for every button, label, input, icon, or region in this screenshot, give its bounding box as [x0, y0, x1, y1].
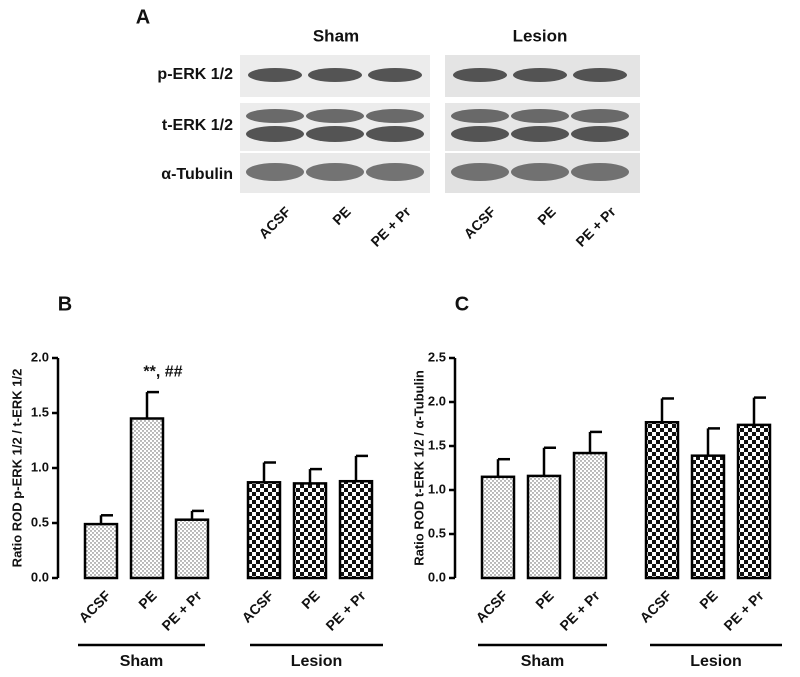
- row-label: p-ERK 1/2: [157, 66, 233, 83]
- blot-band: [451, 126, 509, 142]
- y-tick-label: 1.5: [428, 437, 446, 452]
- x-tick-label: PE: [696, 587, 721, 612]
- group-label: Sham: [120, 653, 164, 670]
- y-axis-label: Ratio ROD t-ERK 1/2 / α-Tubulin: [411, 370, 426, 566]
- y-tick-label: 1.0: [428, 481, 446, 496]
- group-label: Lesion: [690, 653, 742, 670]
- blot-band: [306, 163, 364, 181]
- y-tick-label: 1.5: [31, 404, 49, 419]
- bar: [83, 522, 119, 580]
- lane-label: ACSF: [460, 203, 499, 242]
- bar: [129, 417, 165, 580]
- bar: [174, 518, 210, 580]
- blot-band: [306, 126, 364, 142]
- lane-label: PE: [329, 203, 354, 228]
- bar: [644, 420, 680, 580]
- y-tick-label: 0.5: [31, 514, 49, 529]
- blot-band: [248, 68, 302, 82]
- x-tick-label: PE + Pr: [720, 587, 767, 634]
- blot-band: [571, 126, 629, 142]
- y-tick-label: 1.0: [31, 459, 49, 474]
- blot-band: [511, 163, 569, 181]
- group-label: Sham: [521, 653, 565, 670]
- x-tick-label: ACSF: [472, 587, 511, 626]
- blot-band: [451, 109, 509, 123]
- blot-band: [513, 68, 567, 82]
- group-label: Sham: [313, 26, 359, 45]
- blot-band: [571, 163, 629, 181]
- x-tick-label: ACSF: [75, 587, 114, 626]
- blot-band: [453, 68, 507, 82]
- bar: [338, 479, 374, 580]
- y-tick-label: 0.0: [31, 569, 49, 584]
- blot-band: [511, 126, 569, 142]
- bar: [292, 482, 328, 580]
- blot-band: [571, 109, 629, 123]
- x-tick-label: PE + Pr: [322, 587, 369, 634]
- panel-label: A: [136, 6, 150, 28]
- panel-label: B: [58, 293, 72, 315]
- blot-band: [511, 109, 569, 123]
- blot-band: [366, 163, 424, 181]
- y-tick-label: 2.0: [31, 349, 49, 364]
- blot-band: [366, 126, 424, 142]
- y-tick-label: 0.5: [428, 525, 446, 540]
- row-label: t-ERK 1/2: [162, 117, 233, 134]
- x-tick-label: PE + Pr: [158, 587, 205, 634]
- bar: [572, 451, 608, 580]
- bar: [736, 423, 772, 580]
- group-label: Lesion: [513, 26, 568, 45]
- bar: [526, 474, 562, 580]
- lane-label: ACSF: [255, 203, 294, 242]
- y-tick-label: 2.0: [428, 393, 446, 408]
- blot-band: [246, 126, 304, 142]
- lane-label: PE: [534, 203, 559, 228]
- x-tick-label: ACSF: [636, 587, 675, 626]
- blot-band: [368, 68, 422, 82]
- blot-band: [366, 109, 424, 123]
- bar: [480, 475, 516, 580]
- blot-band: [246, 163, 304, 181]
- blot-band: [451, 163, 509, 181]
- x-tick-label: PE: [135, 587, 160, 612]
- bar: [246, 481, 282, 580]
- bar: [690, 454, 726, 580]
- x-tick-label: PE + Pr: [556, 587, 603, 634]
- panel-label: C: [455, 293, 469, 315]
- lane-label: PE + Pr: [572, 203, 619, 250]
- lane-label: PE + Pr: [367, 203, 414, 250]
- group-label: Lesion: [291, 653, 343, 670]
- blot-band: [306, 109, 364, 123]
- x-tick-label: PE: [298, 587, 323, 612]
- blot-band: [308, 68, 362, 82]
- row-label: α-Tubulin: [161, 166, 233, 183]
- x-tick-label: ACSF: [238, 587, 277, 626]
- blot-band: [246, 109, 304, 123]
- y-tick-label: 0.0: [428, 569, 446, 584]
- y-axis-label: Ratio ROD p-ERK 1/2 / t-ERK 1/2: [9, 369, 24, 568]
- annotation: **, ##: [143, 363, 182, 380]
- blot-band: [573, 68, 627, 82]
- x-tick-label: PE: [532, 587, 557, 612]
- y-tick-label: 2.5: [428, 349, 446, 364]
